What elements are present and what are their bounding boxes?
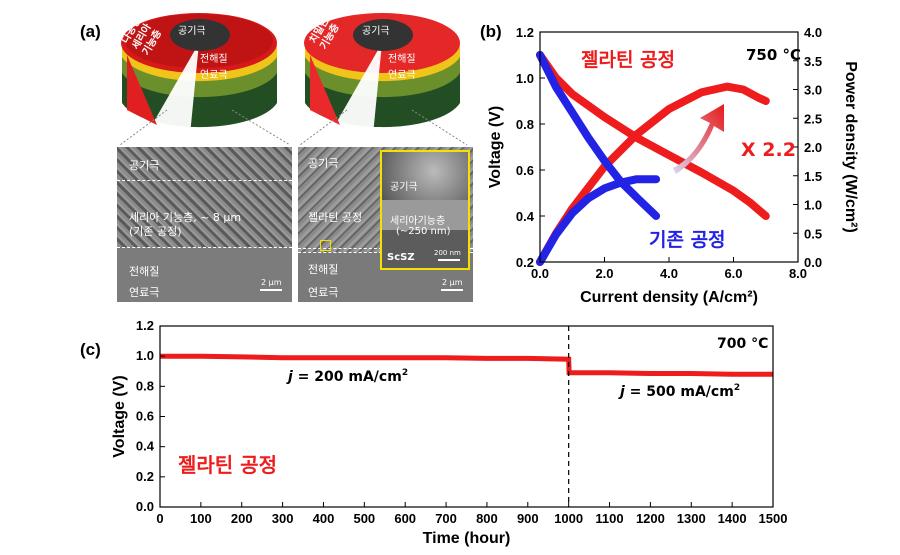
c-y-tick-label: 1.2 bbox=[136, 318, 154, 333]
c-x-tick-label: 600 bbox=[394, 511, 416, 526]
c-x-tick-label: 900 bbox=[517, 511, 539, 526]
c-y-tick-label: 0.8 bbox=[136, 378, 154, 393]
c-x-tick-label: 1300 bbox=[677, 511, 706, 526]
c-x-tick-label: 700 bbox=[435, 511, 457, 526]
panel-c-label: (c) bbox=[80, 340, 101, 359]
inset-scalebar: 200 nm bbox=[434, 249, 461, 257]
series-line-0 bbox=[536, 51, 770, 220]
left-cathode-label: 공기극 bbox=[178, 26, 206, 37]
c-x-tick-label: 800 bbox=[476, 511, 498, 526]
x-axis-title: Current density (A/cm²) bbox=[580, 289, 758, 306]
left-sem-electrolyte: 전해질 bbox=[129, 265, 160, 278]
left-sem-scalebar: 2 μm bbox=[261, 278, 282, 287]
right-sem-cathode: 공기극 bbox=[308, 157, 339, 170]
c-y-axis-title: Voltage (V) bbox=[111, 375, 128, 457]
left-sem-cathode: 공기극 bbox=[129, 159, 160, 172]
y-tick-label: 0.8 bbox=[516, 117, 534, 132]
annotation-gelatin: 젤라틴 공정 bbox=[581, 49, 675, 71]
right-anode-label: 연료극 bbox=[388, 70, 416, 81]
left-sem-process: (기존 공정) bbox=[129, 225, 182, 238]
right-electrolyte-label: 전해질 bbox=[388, 54, 416, 65]
left-cell-illustration bbox=[121, 13, 277, 135]
y-tick-label: 1.2 bbox=[516, 25, 534, 40]
c-annotation-gelatin: 젤라틴 공정 bbox=[178, 453, 277, 477]
chart-c-frame bbox=[159, 325, 774, 508]
c-x-tick-label: 1200 bbox=[636, 511, 665, 526]
y-tick-label: 0.4 bbox=[516, 209, 535, 224]
right-cathode-label: 공기극 bbox=[362, 26, 390, 37]
c-x-tick-label: 1400 bbox=[718, 511, 747, 526]
c-x-tick-label: 1000 bbox=[554, 511, 583, 526]
c-x-tick-label: 300 bbox=[272, 511, 294, 526]
y2-tick-label: 1.0 bbox=[804, 198, 822, 213]
left-anode-label: 연료극 bbox=[200, 70, 228, 81]
inset-cathode: 공기극 bbox=[390, 182, 418, 193]
chart-b: 0.0 2.0 4.0 6.0 8.0 0.2 0.4 0.6 0.8 1.0 1.2 0.0 0.5 1… bbox=[487, 25, 859, 306]
stability-line-0 bbox=[160, 353, 773, 377]
factor-label: X 2.2 bbox=[741, 139, 796, 161]
y-tick-label: 1.0 bbox=[516, 71, 534, 86]
c-y-tick-label: 0.0 bbox=[136, 499, 154, 514]
annotation-conventional: 기존 공정 bbox=[649, 229, 726, 251]
c-x-tick-label: 200 bbox=[231, 511, 253, 526]
c-temperature-label: 700 °C bbox=[717, 336, 768, 352]
y2-tick-label: 0.5 bbox=[804, 226, 822, 241]
right-sem-image: 공기극 젤라틴 공정 전해질 연료극 2 μm 공기극 세리아기능층 (~250… bbox=[298, 147, 473, 302]
increase-arrow-icon bbox=[673, 104, 724, 174]
y2-tick-label: 3.0 bbox=[804, 83, 822, 98]
left-electrolyte-label: 전해질 bbox=[200, 54, 228, 65]
y2-tick-label: 0.0 bbox=[804, 255, 822, 270]
series-line-3 bbox=[536, 175, 661, 266]
left-sem-layer: 세리아 기능층, ~ 8 μm bbox=[129, 211, 242, 224]
chart-c: 0 100 200 300 400 500 600 700 800 900 1000 1100 1200… bbox=[111, 318, 788, 547]
x-tick-label: 8.0 bbox=[789, 266, 807, 281]
right-sem-anode: 연료극 bbox=[308, 286, 339, 299]
left-sem-anode: 연료극 bbox=[129, 286, 160, 299]
x-tick-label: 2.0 bbox=[595, 266, 613, 281]
right-sem-process: 젤라틴 공정 bbox=[308, 211, 363, 224]
panel-a-label: (a) bbox=[80, 22, 101, 41]
y2-tick-label: 2.5 bbox=[804, 111, 822, 126]
temperature-label: 750 °C bbox=[746, 46, 801, 64]
c-y-tick-label: 0.2 bbox=[136, 469, 154, 484]
c-y-tick-label: 1.0 bbox=[136, 348, 154, 363]
c-x-tick-label: 1500 bbox=[759, 511, 788, 526]
y-tick-label: 0.6 bbox=[516, 163, 534, 178]
panel-b-label: (b) bbox=[480, 22, 502, 41]
c-x-tick-label: 400 bbox=[313, 511, 335, 526]
y2-tick-label: 2.0 bbox=[804, 140, 822, 155]
right-sem-scalebar: 2 μm bbox=[442, 278, 463, 287]
x-tick-label: 0.0 bbox=[531, 266, 549, 281]
inset-scsz: ScSZ bbox=[387, 252, 415, 263]
c-y-tick-label: 0.4 bbox=[136, 439, 155, 454]
y2-tick-label: 3.5 bbox=[804, 54, 822, 69]
left-sem-image: 공기극 세리아 기능층, ~ 8 μm (기존 공정) 전해질 연료극 2 μm bbox=[117, 147, 292, 302]
inset-layer: 세리아기능층 bbox=[390, 216, 446, 227]
series-line-2 bbox=[536, 51, 661, 220]
current-density-label-500: j = 500 mA/cm2 bbox=[618, 383, 740, 400]
c-x-axis-title: Time (hour) bbox=[423, 530, 511, 547]
y2-axis-title: Power density (W/cm²) bbox=[842, 61, 859, 233]
c-y-tick-label: 0.6 bbox=[136, 409, 154, 424]
sem-inset: 공기극 세리아기능층 (~250 nm) ScSZ 200 nm bbox=[380, 150, 470, 270]
inset-thickness: (~250 nm) bbox=[396, 226, 451, 237]
c-x-tick-label: 500 bbox=[353, 511, 375, 526]
y-axis-title: Voltage (V) bbox=[487, 106, 504, 188]
right-sem-electrolyte: 전해질 bbox=[308, 263, 339, 276]
y2-tick-label: 4.0 bbox=[804, 25, 822, 40]
x-tick-label: 4.0 bbox=[660, 266, 678, 281]
x-tick-label: 6.0 bbox=[724, 266, 742, 281]
current-density-label-200: j = 200 mA/cm2 bbox=[286, 368, 408, 385]
c-x-tick-label: 1100 bbox=[595, 511, 623, 526]
y-tick-label: 0.2 bbox=[516, 255, 534, 270]
right-cell-illustration bbox=[304, 13, 460, 135]
c-x-tick-label: 0 bbox=[156, 511, 163, 526]
c-x-tick-label: 100 bbox=[190, 511, 212, 526]
zoom-connectors bbox=[119, 109, 468, 146]
y2-tick-label: 1.5 bbox=[804, 169, 822, 184]
